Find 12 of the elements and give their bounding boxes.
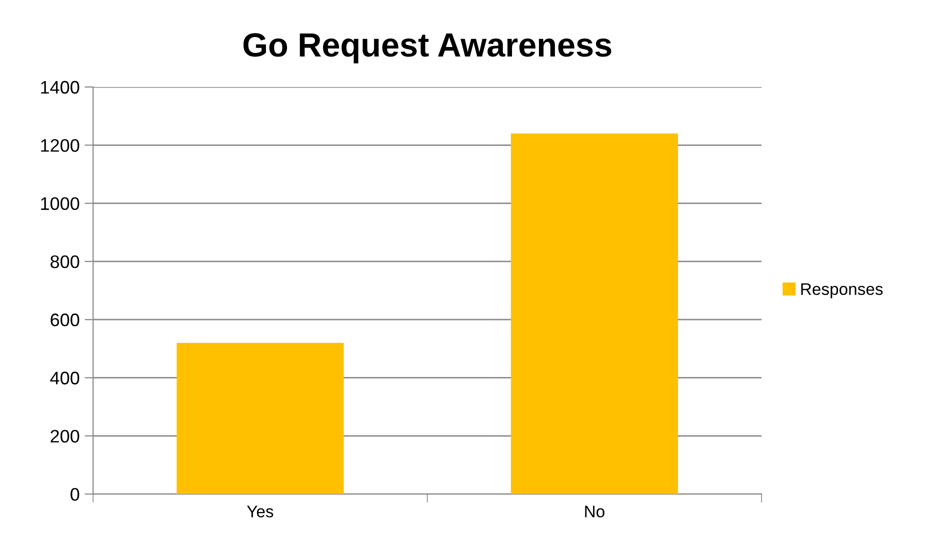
y-tick-label: 400 (50, 372, 80, 384)
y-tick-label: 800 (50, 255, 80, 268)
legend-label: Responses (801, 283, 883, 298)
y-tick-label: 600 (50, 314, 80, 326)
y-tick-label: 1200 (41, 139, 80, 152)
y-tick-label: 1400 (41, 80, 80, 94)
y-tick-label: 1000 (41, 197, 80, 210)
x-tick-label: No (585, 506, 604, 518)
chart-title: Go Request Awareness (243, 33, 612, 64)
y-tick-label: 200 (50, 430, 80, 443)
x-tick-label: Yes (246, 506, 274, 518)
y-tick-label: 0 (70, 488, 80, 501)
